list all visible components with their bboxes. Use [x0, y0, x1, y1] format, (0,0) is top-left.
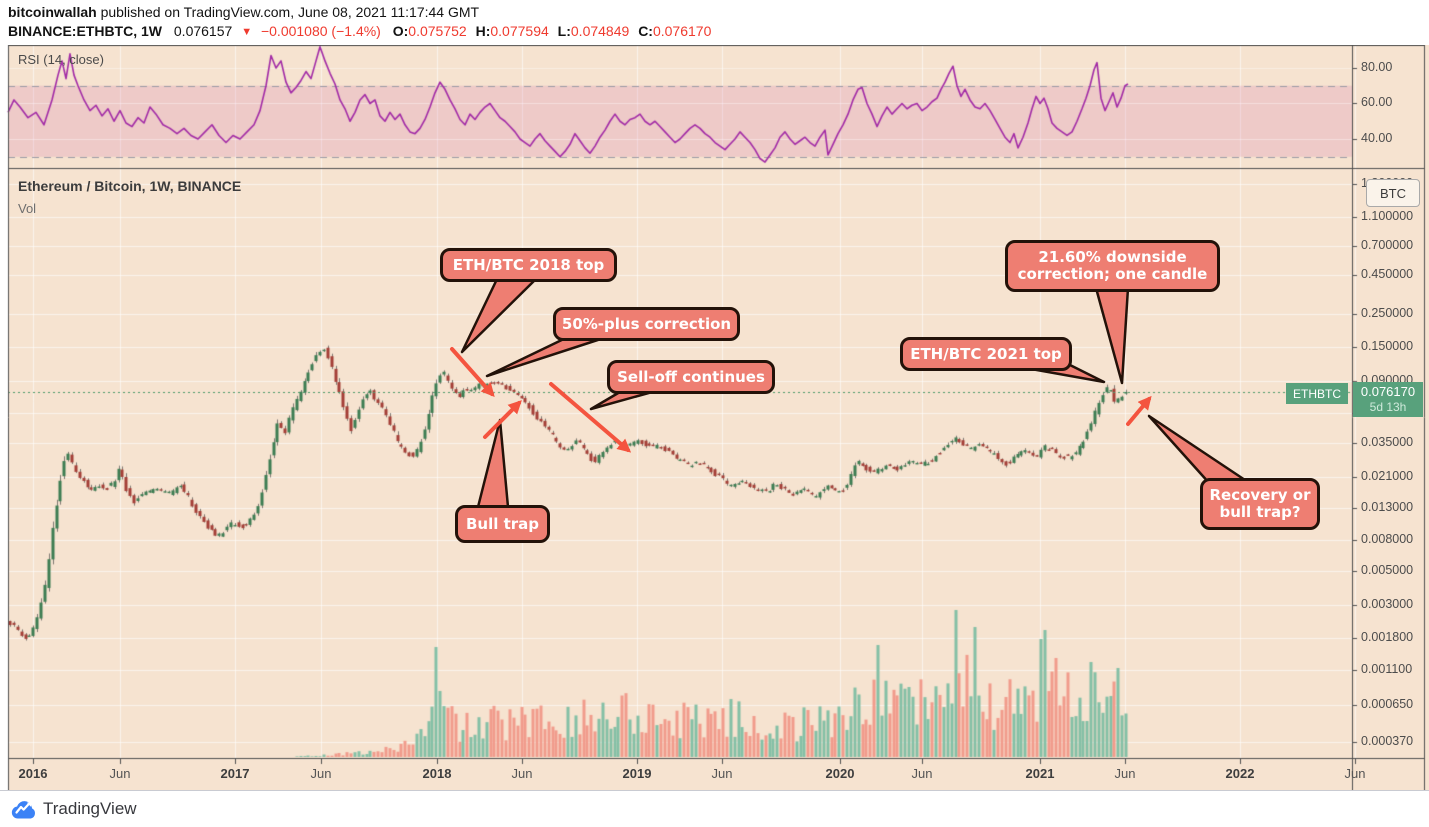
price-tick-label: 0.450000	[1361, 267, 1414, 282]
time-axis-label: Jun	[711, 766, 733, 781]
callout-text: 50%-plus correction	[561, 314, 732, 333]
callout-text: bull trap?	[1219, 503, 1301, 521]
callout-tail-recovery[interactable]	[1147, 414, 1250, 486]
price-tick-label: 1.100000	[1361, 208, 1414, 223]
time-axis-label: 2016	[18, 766, 48, 781]
close-value: 0.076170	[652, 23, 712, 39]
price-tick-label: 0.001800	[1361, 630, 1414, 645]
price-tick-label: 0.700000	[1361, 238, 1414, 253]
price-tick-label: 0.013000	[1361, 500, 1414, 515]
callout-text: Bull trap	[465, 514, 540, 533]
callout-text: Sell-off continues	[617, 367, 765, 386]
annotation-drawings[interactable]	[0, 45, 1429, 790]
time-axis-label: Jun	[1344, 766, 1366, 781]
callout-sell-off-continues[interactable]: Sell-off continues	[607, 360, 775, 394]
red-arrow-bull-trap[interactable]	[483, 400, 522, 439]
time-axis-label: 2022	[1225, 766, 1255, 781]
high-label: H:	[475, 23, 491, 39]
price-tick-label: 0.001100	[1361, 662, 1413, 677]
callout-tail-50pct[interactable]	[485, 334, 612, 378]
price-tick-label: 0.005000	[1361, 562, 1414, 577]
price-change: −0.001080 (−1.4%)	[260, 23, 381, 39]
footer: TradingView	[0, 790, 1429, 827]
attribution-text: published on TradingView.com, June 08, 2…	[96, 4, 480, 20]
time-axis-label: 2020	[825, 766, 855, 781]
attribution-bar: bitcoinwallah published on TradingView.c…	[0, 0, 1429, 45]
time-axis-label: Jun	[511, 766, 533, 781]
price-tick-label: 0.021000	[1361, 468, 1414, 483]
axis-price-badge: 0.076170 5d 13h	[1353, 382, 1423, 417]
red-arrow-selloff[interactable]	[549, 382, 632, 453]
callout-bull-trap[interactable]: Bull trap	[455, 505, 550, 543]
low-label: L:	[557, 23, 571, 39]
price-tick-label: 0.150000	[1361, 339, 1414, 354]
badge-price-value: 0.076170	[1360, 384, 1416, 399]
red-arrow-recovery[interactable]	[1126, 395, 1152, 426]
time-axis-label: Jun	[1114, 766, 1136, 781]
series-price-label[interactable]: ETHBTC	[1286, 383, 1348, 404]
callout-text: 21.60% downside	[1038, 248, 1187, 266]
price-tick-label: 0.000370	[1361, 734, 1414, 749]
time-axis-label: 2021	[1025, 766, 1055, 781]
time-axis-label: 2017	[220, 766, 250, 781]
last-price: 0.076157	[173, 23, 233, 39]
time-axis-label: Jun	[310, 766, 332, 781]
down-triangle-icon: ▼	[241, 26, 253, 38]
price-tick-label: 0.250000	[1361, 305, 1414, 320]
callout-tail-bull-trap[interactable]	[476, 418, 510, 509]
rsi-tick-label: 80.00	[1361, 60, 1393, 74]
callout-eth-btc-2021-top[interactable]: ETH/BTC 2021 top	[900, 337, 1072, 371]
time-axis-label: 2019	[622, 766, 652, 781]
rsi-tick-label: 60.00	[1361, 95, 1393, 110]
brand-name[interactable]: TradingView	[43, 799, 137, 818]
low-value: 0.074849	[570, 23, 630, 39]
red-arrow-2018-top[interactable]	[450, 347, 495, 398]
rsi-tick-label: 40.00	[1361, 130, 1393, 145]
chart-area: RSI (14, close) Ethereum / Bitcoin, 1W, …	[0, 45, 1429, 790]
open-value: 0.075752	[408, 23, 467, 39]
callout-eth-btc-2018-top[interactable]: ETH/BTC 2018 top	[440, 248, 617, 282]
tradingview-logo-icon[interactable]	[10, 798, 36, 820]
symbol-name: BINANCE:ETHBTC, 1W	[8, 23, 162, 39]
symbol-status-line: BINANCE:ETHBTC, 1W 0.076157 ▼ −0.001080 …	[8, 23, 711, 39]
callout-tail-downside[interactable]	[1094, 286, 1130, 385]
time-axis-label: Jun	[911, 766, 933, 781]
callout-text: ETH/BTC 2018 top	[452, 255, 605, 274]
attribution-line: bitcoinwallah published on TradingView.c…	[8, 4, 479, 20]
chart-title: Ethereum / Bitcoin, 1W, BINANCE	[18, 178, 242, 194]
callout-text: Recovery or	[1209, 486, 1311, 504]
callout-text: correction; one candle	[1017, 265, 1208, 283]
chart-canvas[interactable]	[0, 45, 1429, 790]
price-tick-label: 0.003000	[1361, 596, 1414, 611]
callout-recovery-or-bull-trap[interactable]: Recovery or bull trap?	[1200, 478, 1320, 530]
time-axis-label: 2018	[422, 766, 452, 781]
callout-tail-2018-top[interactable]	[460, 275, 540, 354]
price-tick-label: 0.008000	[1361, 532, 1414, 547]
currency-unit-button[interactable]: BTC	[1366, 179, 1420, 207]
time-axis-label: Jun	[109, 766, 131, 781]
price-tick-label: 0.000650	[1361, 697, 1414, 711]
badge-countdown: 5d 13h	[1369, 400, 1407, 414]
high-value: 0.077594	[490, 23, 549, 39]
callout-text: ETH/BTC 2021 top	[910, 344, 1062, 363]
author-name: bitcoinwallah	[8, 4, 97, 20]
price-tick-label: 0.035000	[1361, 435, 1414, 450]
volume-indicator-label: Vol	[18, 201, 37, 216]
rsi-indicator-label: RSI (14, close)	[18, 52, 104, 67]
callout-50pct-correction[interactable]: 50%-plus correction	[553, 307, 740, 341]
open-label: O:	[392, 23, 409, 39]
callout-downside-correction[interactable]: 21.60% downside correction; one candle	[1005, 240, 1220, 292]
close-label: C:	[638, 23, 653, 39]
